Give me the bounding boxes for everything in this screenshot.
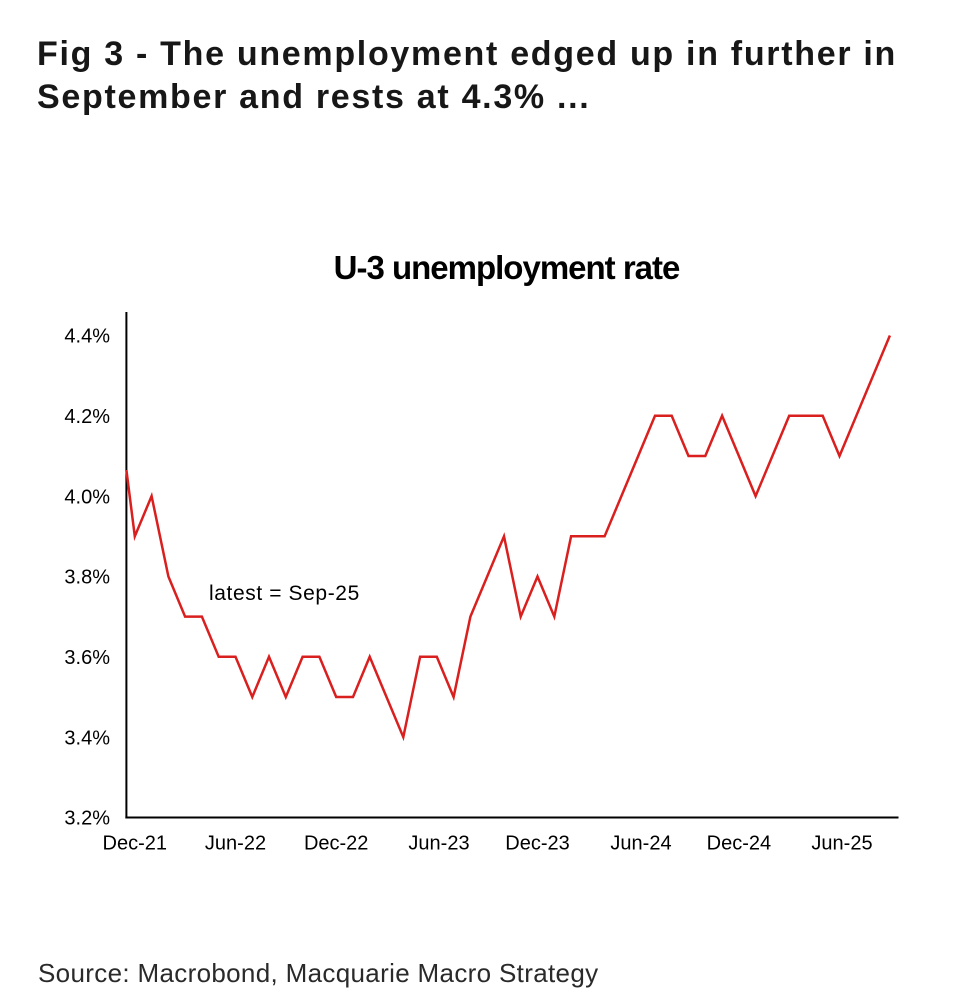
svg-text:Dec-24: Dec-24 bbox=[707, 833, 771, 855]
svg-text:Dec-22: Dec-22 bbox=[304, 833, 368, 855]
svg-text:Jun-22: Jun-22 bbox=[205, 833, 266, 855]
svg-text:4.0%: 4.0% bbox=[64, 486, 110, 508]
svg-text:latest = Sep-25: latest = Sep-25 bbox=[209, 582, 360, 605]
svg-text:4.4%: 4.4% bbox=[64, 326, 110, 348]
svg-text:4.2%: 4.2% bbox=[64, 406, 110, 428]
svg-text:Dec-21: Dec-21 bbox=[103, 833, 167, 855]
svg-text:3.8%: 3.8% bbox=[64, 567, 110, 589]
svg-text:3.6%: 3.6% bbox=[64, 647, 110, 669]
svg-text:Dec-23: Dec-23 bbox=[505, 833, 569, 855]
svg-text:Jun-25: Jun-25 bbox=[811, 833, 872, 855]
svg-text:Jun-23: Jun-23 bbox=[408, 833, 469, 855]
svg-text:U-3 unemployment rate: U-3 unemployment rate bbox=[334, 249, 680, 286]
svg-text:3.4%: 3.4% bbox=[64, 727, 110, 749]
svg-text:3.2%: 3.2% bbox=[64, 808, 110, 830]
svg-text:Jun-24: Jun-24 bbox=[610, 833, 671, 855]
